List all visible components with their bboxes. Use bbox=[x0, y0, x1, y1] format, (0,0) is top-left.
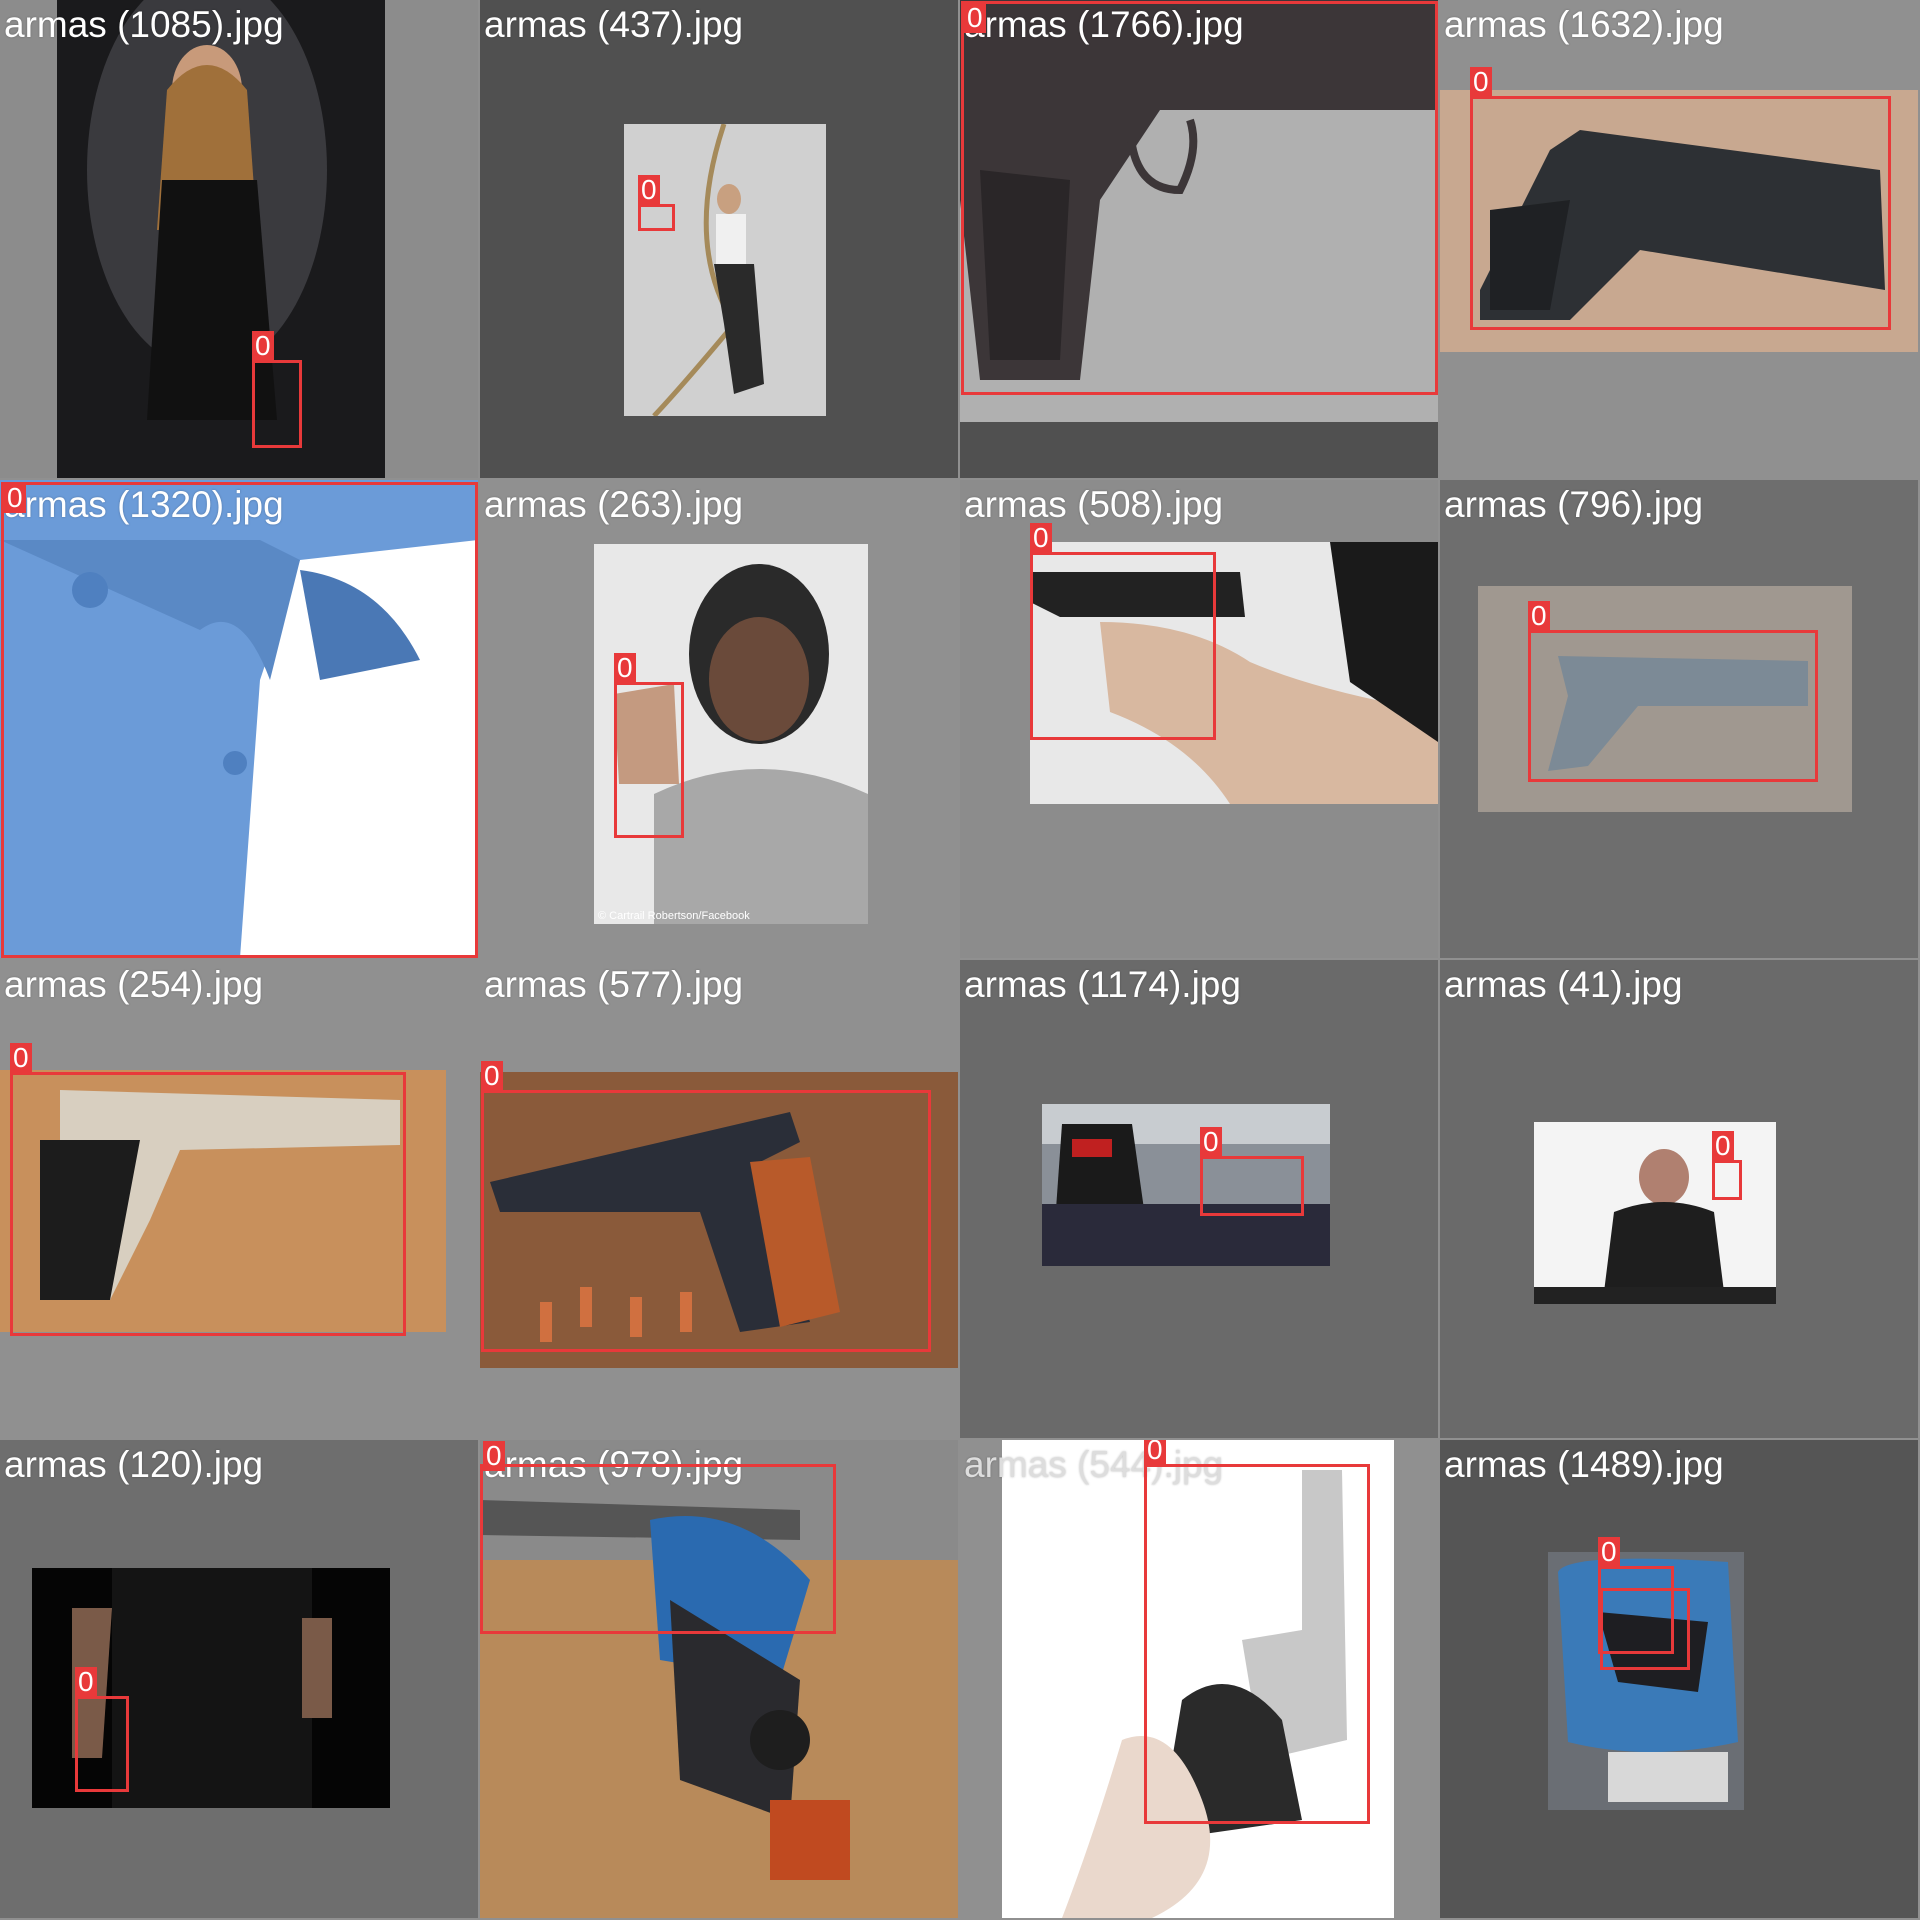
tile-photo bbox=[1030, 542, 1438, 804]
class-label: 0 bbox=[614, 653, 636, 683]
class-label: 0 bbox=[1200, 1127, 1222, 1157]
tile-photo bbox=[0, 480, 478, 958]
detection-box: 0 bbox=[1600, 1588, 1690, 1670]
class-label: 0 bbox=[1144, 1440, 1166, 1465]
tile-filename: armas (1085).jpg bbox=[4, 4, 284, 45]
tile-photo: © Cartrail Robertson/Facebook bbox=[594, 544, 868, 924]
tile-1[interactable]: armas (1085).jpg 0 bbox=[0, 0, 478, 478]
class-label: 0 bbox=[252, 331, 274, 361]
tile-filename: armas (41).jpg bbox=[1444, 964, 1683, 1005]
detection-box: 0 bbox=[1, 482, 478, 958]
detection-box: 0 bbox=[1200, 1127, 1304, 1216]
detection-box: 0 bbox=[480, 1441, 836, 1634]
tile-filename: armas (796).jpg bbox=[1444, 484, 1704, 525]
tile-filename: armas (120).jpg bbox=[4, 1444, 264, 1485]
class-label: 0 bbox=[1528, 601, 1550, 631]
tile-12[interactable]: armas (41).jpg 0 bbox=[1440, 960, 1918, 1438]
tile-photo bbox=[1534, 1122, 1776, 1304]
tile-filename: armas (1174).jpg bbox=[964, 964, 1241, 1005]
tile-filename: armas (1632).jpg bbox=[1444, 4, 1724, 45]
detection-box: 0 bbox=[75, 1667, 129, 1792]
tile-10[interactable]: armas (577).jpg 0 bbox=[480, 960, 958, 1438]
detection-box: 0 bbox=[1144, 1440, 1370, 1824]
class-label: 0 bbox=[1598, 1537, 1620, 1567]
detection-box: 0 bbox=[614, 653, 684, 838]
class-label: 0 bbox=[964, 3, 986, 33]
tile-11[interactable]: armas (1174).jpg 0 bbox=[960, 960, 1438, 1438]
tile-13[interactable]: armas (120).jpg 0 bbox=[0, 1440, 478, 1918]
class-label: 0 bbox=[10, 1043, 32, 1073]
tile-2[interactable]: armas (437).jpg 0 bbox=[480, 0, 958, 478]
tile-filename: armas (263).jpg bbox=[484, 484, 744, 525]
class-label: 0 bbox=[481, 1061, 503, 1091]
tile-photo bbox=[480, 1440, 958, 1918]
tile-photo bbox=[32, 1568, 390, 1808]
tile-filename: armas (254).jpg bbox=[4, 964, 264, 1005]
class-label: 0 bbox=[1470, 67, 1492, 97]
tile-14[interactable]: armas (978).jpg 0 bbox=[480, 1440, 958, 1918]
tile-9[interactable]: armas (254).jpg 0 bbox=[0, 960, 478, 1438]
tile-16[interactable]: armas (1489).jpg 0 0 bbox=[1440, 1440, 1918, 1918]
class-label: 0 bbox=[638, 175, 660, 205]
tile-photo bbox=[1440, 90, 1918, 352]
tile-7[interactable]: armas (508).jpg 0 bbox=[960, 480, 1438, 958]
detection-box: 0 bbox=[1470, 67, 1891, 330]
class-label: 0 bbox=[4, 483, 26, 513]
tile-filename: armas (1766).jpg bbox=[964, 4, 1244, 45]
tile-photo bbox=[1002, 1440, 1394, 1918]
tile-filename: armas (508).jpg bbox=[964, 484, 1224, 525]
tile-photo bbox=[480, 1072, 958, 1368]
tile-filename: armas (1489).jpg bbox=[1444, 1444, 1724, 1485]
detection-box: 0 bbox=[638, 175, 675, 231]
detection-box: 0 bbox=[1598, 1537, 1674, 1654]
tile-filename: armas (437).jpg bbox=[484, 4, 744, 45]
tile-6[interactable]: © Cartrail Robertson/Facebook armas (263… bbox=[480, 480, 958, 958]
tile-photo bbox=[960, 0, 1438, 422]
tile-photo bbox=[0, 1070, 446, 1332]
tile-photo bbox=[624, 124, 826, 416]
detection-box: 0 bbox=[1712, 1131, 1742, 1200]
class-label: 0 bbox=[1712, 1131, 1734, 1161]
detection-box: 0 bbox=[1030, 523, 1216, 740]
tile-photo bbox=[1478, 586, 1852, 812]
tile-3[interactable]: armas (1766).jpg 0 bbox=[960, 0, 1438, 478]
detection-box: 0 bbox=[961, 1, 1438, 395]
class-label: 0 bbox=[1030, 523, 1052, 553]
tile-8[interactable]: armas (796).jpg 0 bbox=[1440, 480, 1918, 958]
tile-15[interactable]: armas (544).jpg 0 bbox=[960, 1440, 1438, 1918]
tile-4[interactable]: armas (1632).jpg 0 bbox=[1440, 0, 1918, 478]
photo-credit: © Cartrail Robertson/Facebook bbox=[598, 910, 750, 922]
detection-box: 0 bbox=[10, 1043, 406, 1336]
class-label: 0 bbox=[75, 1667, 97, 1697]
tile-filename: armas (577).jpg bbox=[484, 964, 744, 1005]
tile-5[interactable]: armas (1320).jpg 0 bbox=[0, 480, 478, 958]
detection-box: 0 bbox=[481, 1061, 931, 1352]
tile-photo bbox=[57, 0, 385, 478]
class-label: 0 bbox=[483, 1441, 505, 1471]
detection-box: 0 bbox=[252, 331, 302, 448]
detection-box: 0 bbox=[1528, 601, 1818, 782]
tile-filename: armas (1320).jpg bbox=[4, 484, 284, 525]
